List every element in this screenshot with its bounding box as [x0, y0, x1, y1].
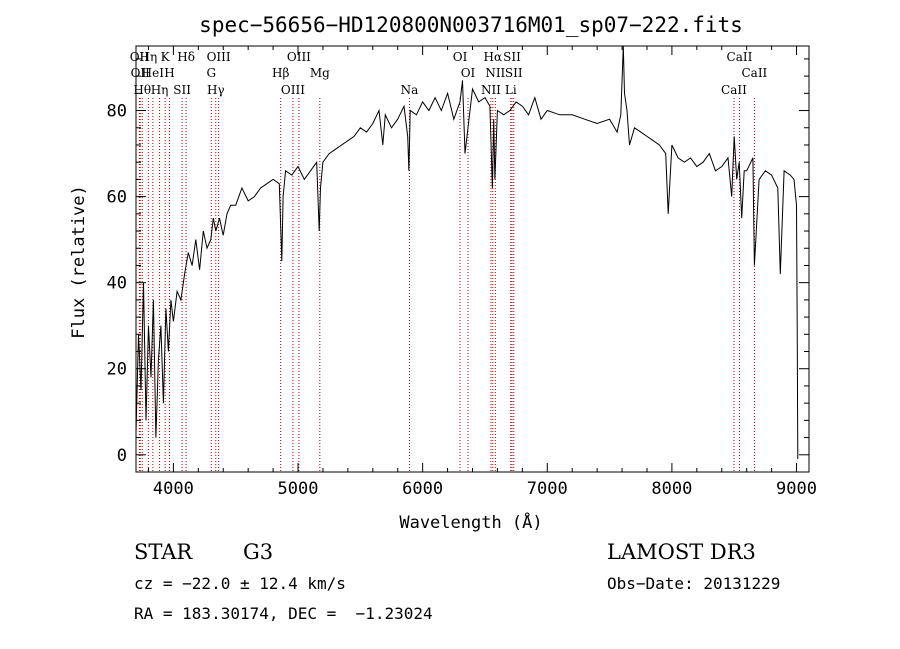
line-marker-label: Hη: [151, 83, 169, 97]
line-marker-label: Hα: [484, 50, 503, 64]
object-class: STAR: [134, 540, 193, 564]
line-marker-label: K: [161, 50, 171, 64]
observation-date: Obs−Date: 20131229: [607, 574, 781, 593]
x-tick-label: 6000: [402, 479, 443, 499]
line-marker-label: OII: [131, 66, 151, 80]
line-marker-label: OIII: [287, 50, 311, 64]
flux-series-line: [135, 45, 799, 460]
x-axis-title: Wavelength (Å): [399, 511, 542, 533]
line-marker-label: Hβ: [272, 66, 289, 80]
line-marker-label: Hγ: [207, 83, 225, 97]
line-marker-label: CaII: [727, 50, 753, 64]
line-marker-labels: OIIOIIHθHηHeIHηKHSIIHδGHγOIIIHβOIIIOIIIM…: [130, 50, 768, 97]
coordinates: RA = 183.30174, DEC = −1.23024: [134, 604, 433, 623]
x-tick-label: 7000: [527, 479, 568, 499]
line-marker-label: OI: [461, 66, 476, 80]
line-marker-label: NII: [485, 66, 505, 80]
axis-ticks: 4000 5000 6000 7000 8000 9000 0 20 40 60 80: [107, 46, 817, 499]
x-tick-label: 5000: [278, 479, 319, 499]
plot-frame: [135, 45, 810, 473]
line-marker-label: NII: [481, 83, 501, 97]
line-marker-label: OII: [130, 50, 150, 64]
line-marker-label: Na: [401, 83, 419, 97]
line-marker-label: SII: [173, 83, 191, 97]
line-marker-label: Hδ: [177, 50, 195, 64]
redshift-velocity: cz = −22.0 ± 12.4 km/s: [134, 574, 346, 593]
line-marker-label: CaII: [721, 83, 747, 97]
y-tick-label: 60: [107, 188, 127, 208]
line-marker-label: CaII: [741, 66, 767, 80]
line-marker-label: SII: [503, 50, 521, 64]
x-tick-label: 8000: [651, 479, 692, 499]
line-marker-label: OIII: [207, 50, 231, 64]
line-marker-label: OIII: [281, 83, 305, 97]
spectral-subclass: G3: [243, 540, 274, 564]
x-tick-label: 9000: [776, 479, 817, 499]
y-tick-label: 80: [107, 102, 127, 122]
line-marker-label: G: [206, 66, 216, 80]
y-tick-label: 0: [117, 446, 127, 466]
line-markers: [138, 98, 755, 472]
y-tick-label: 20: [107, 360, 127, 380]
x-tick-label: 4000: [153, 479, 194, 499]
line-marker-label: H: [164, 66, 174, 80]
line-marker-label: OI: [453, 50, 468, 64]
line-marker-label: SII: [505, 66, 523, 80]
line-marker-label: HeI: [142, 66, 165, 80]
survey-name: LAMOST DR3: [607, 540, 756, 564]
line-marker-label: Mg: [310, 66, 330, 80]
y-tick-label: 40: [107, 274, 127, 294]
chart-title: spec−56656−HD120800N003716M01_sp07−222.f…: [199, 13, 743, 37]
line-marker-label: Li: [505, 83, 517, 97]
y-axis-title: Flux (relative): [69, 185, 89, 339]
line-marker-label: Hη: [140, 50, 158, 64]
